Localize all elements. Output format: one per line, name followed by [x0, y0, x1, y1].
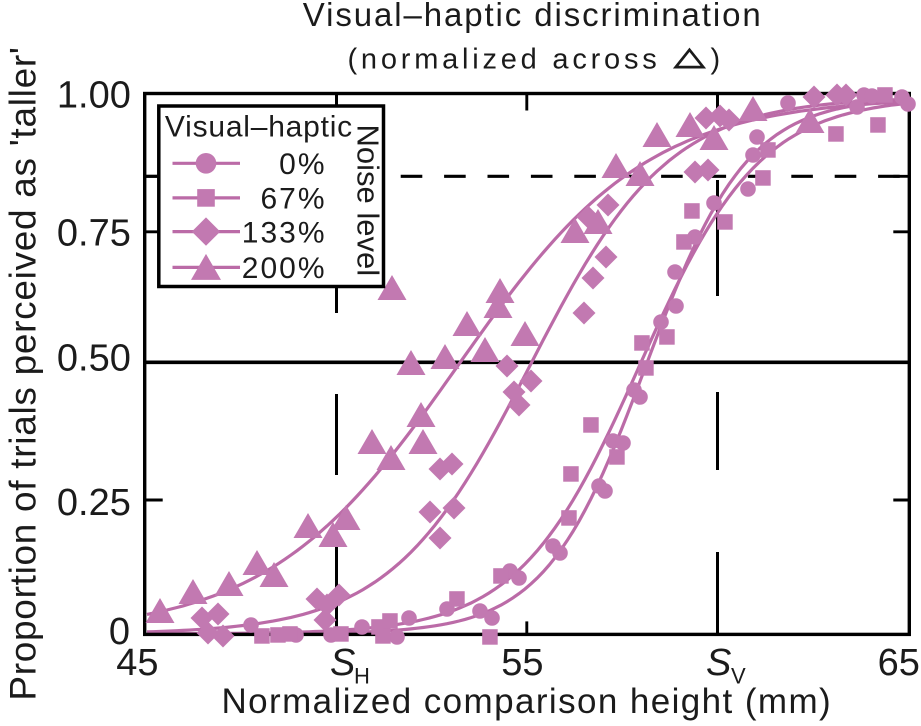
svg-text:(normalized across: (normalized across [348, 43, 661, 75]
svg-text:0.25: 0.25 [57, 482, 131, 524]
svg-text:133%: 133% [242, 216, 327, 249]
svg-text:67%: 67% [260, 183, 326, 216]
svg-text:H: H [354, 664, 370, 689]
svg-text:0.50: 0.50 [57, 338, 131, 380]
svg-text:V: V [731, 664, 746, 689]
svg-text:Normalized comparison height (: Normalized comparison height (mm) [221, 682, 832, 721]
svg-text:Visual–haptic: Visual–haptic [165, 111, 353, 144]
svg-text:Noise level: Noise level [351, 125, 386, 277]
svg-text:S: S [706, 642, 731, 684]
svg-text:0: 0 [109, 611, 130, 653]
svg-text:45: 45 [116, 642, 158, 684]
svg-text:S: S [330, 642, 355, 684]
svg-text:Proportion of trials perceived: Proportion of trials perceived as 'talle… [2, 46, 43, 700]
svg-text:): ) [711, 43, 721, 75]
svg-text:0.75: 0.75 [57, 212, 131, 254]
svg-text:200%: 200% [242, 252, 327, 285]
svg-text:65: 65 [878, 642, 920, 684]
svg-text:Visual–haptic discrimination: Visual–haptic discrimination [303, 0, 763, 33]
svg-text:1.00: 1.00 [57, 75, 131, 117]
svg-text:0%: 0% [279, 148, 326, 181]
svg-text:55: 55 [501, 642, 543, 684]
